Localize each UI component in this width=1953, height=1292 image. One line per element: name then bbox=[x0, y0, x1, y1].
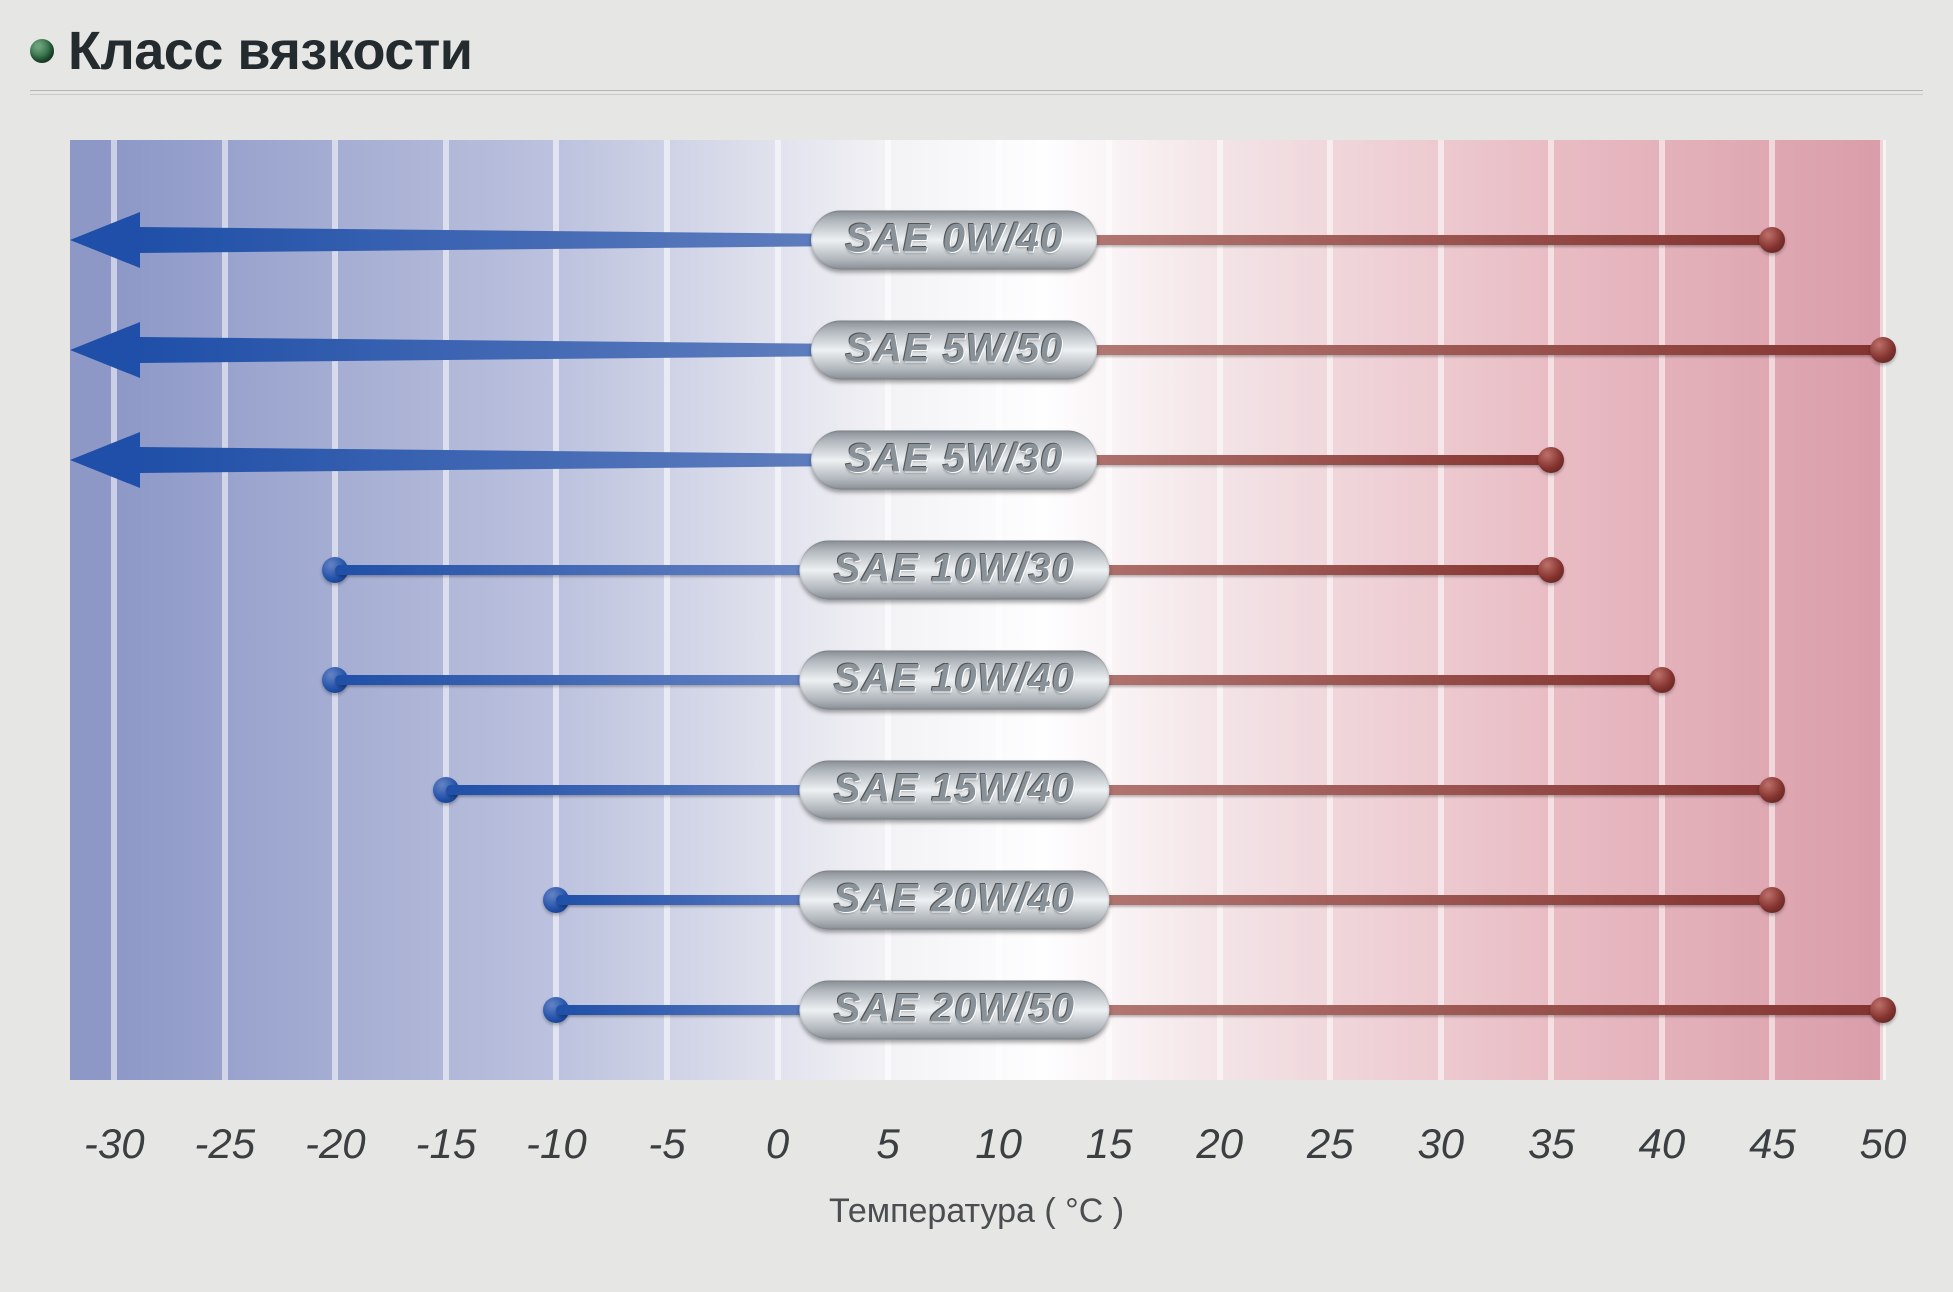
x-tick-label: 20 bbox=[1196, 1120, 1243, 1168]
series-label-pill: SAE 5W/30 bbox=[811, 431, 1097, 490]
series-row: SAE 20W/50 bbox=[70, 980, 1883, 1040]
x-tick-label: 40 bbox=[1639, 1120, 1686, 1168]
series-label-pill: SAE 0W/40 bbox=[811, 211, 1097, 270]
range-end-dot bbox=[1870, 997, 1896, 1023]
series-row: SAE 20W/40 bbox=[70, 870, 1883, 930]
series-row: SAE 0W/40 bbox=[70, 210, 1883, 270]
series-row: SAE 10W/40 bbox=[70, 650, 1883, 710]
x-tick-label: 30 bbox=[1417, 1120, 1464, 1168]
x-tick-label: -15 bbox=[416, 1120, 477, 1168]
bullet-icon bbox=[30, 39, 54, 63]
series-label-pill: SAE 20W/40 bbox=[800, 871, 1109, 930]
page-title: Класс вязкости bbox=[68, 20, 472, 82]
x-tick-label: 15 bbox=[1086, 1120, 1133, 1168]
x-tick-label: -5 bbox=[648, 1120, 685, 1168]
x-tick-label: 10 bbox=[975, 1120, 1022, 1168]
x-tick-label: -25 bbox=[194, 1120, 255, 1168]
series-label-pill: SAE 10W/30 bbox=[800, 541, 1109, 600]
x-tick-label: 50 bbox=[1860, 1120, 1907, 1168]
x-tick-label: 25 bbox=[1307, 1120, 1354, 1168]
page: Класс вязкости SAE 0W/40 SAE 5W/50 SAE 5W/… bbox=[0, 0, 1953, 1292]
range-end-dot bbox=[1649, 667, 1675, 693]
series-row: SAE 10W/30 bbox=[70, 540, 1883, 600]
x-tick-label: 5 bbox=[876, 1120, 899, 1168]
arrow-left-icon bbox=[70, 322, 140, 378]
arrow-left-icon bbox=[70, 212, 140, 268]
title-divider bbox=[30, 90, 1923, 100]
series-row: SAE 15W/40 bbox=[70, 760, 1883, 820]
series-label-pill: SAE 5W/50 bbox=[811, 321, 1097, 380]
x-axis: Температура ( °C ) -30 -25 -20 -15 -10 -5 0 5 10… bbox=[70, 1120, 1883, 1250]
x-tick-label: 45 bbox=[1749, 1120, 1796, 1168]
range-end-dot bbox=[1538, 557, 1564, 583]
series-rows: SAE 0W/40 SAE 5W/50 SAE 5W/30 SAE 10W/30 SAE… bbox=[70, 140, 1883, 1080]
range-end-dot bbox=[1759, 227, 1785, 253]
title-row: Класс вязкости bbox=[30, 20, 1923, 82]
viscosity-chart: SAE 0W/40 SAE 5W/50 SAE 5W/30 SAE 10W/30 SAE… bbox=[70, 140, 1883, 1250]
series-label-pill: SAE 20W/50 bbox=[800, 981, 1109, 1040]
range-end-dot bbox=[1759, 777, 1785, 803]
series-label-pill: SAE 10W/40 bbox=[800, 651, 1109, 710]
arrow-left-icon bbox=[70, 432, 140, 488]
x-tick-label: 35 bbox=[1528, 1120, 1575, 1168]
x-tick-label: -30 bbox=[84, 1120, 145, 1168]
series-row: SAE 5W/50 bbox=[70, 320, 1883, 380]
series-row: SAE 5W/30 bbox=[70, 430, 1883, 490]
series-label-pill: SAE 15W/40 bbox=[800, 761, 1109, 820]
x-axis-label: Температура ( °C ) bbox=[829, 1192, 1124, 1231]
range-end-dot bbox=[1538, 447, 1564, 473]
range-end-dot bbox=[1759, 887, 1785, 913]
x-tick-label: -20 bbox=[305, 1120, 366, 1168]
plot-area: SAE 0W/40 SAE 5W/50 SAE 5W/30 SAE 10W/30 SAE… bbox=[70, 140, 1883, 1080]
range-end-dot bbox=[1870, 337, 1896, 363]
x-tick-label: -10 bbox=[526, 1120, 587, 1168]
x-tick-label: 0 bbox=[766, 1120, 789, 1168]
